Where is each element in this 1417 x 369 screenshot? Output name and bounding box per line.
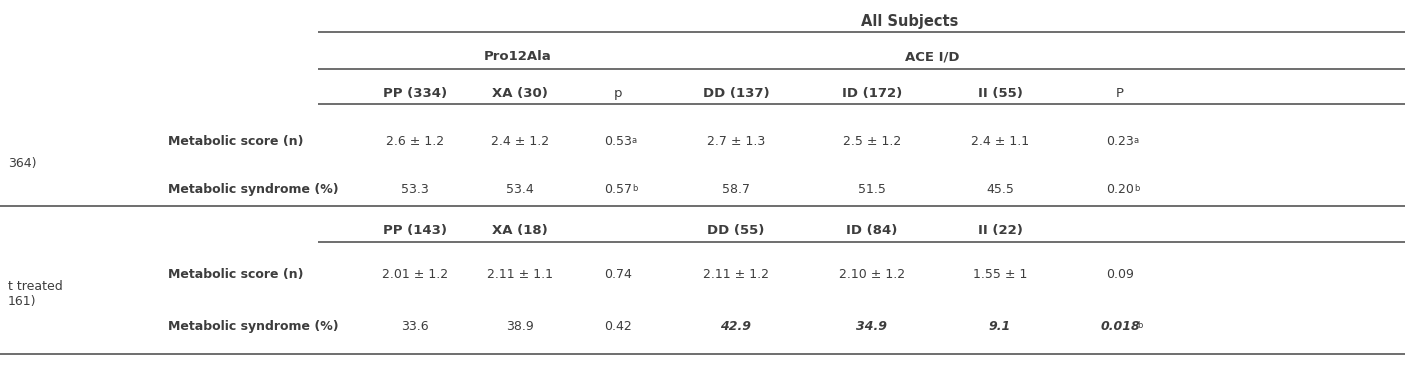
Text: ID (172): ID (172): [842, 87, 903, 100]
Text: DD (137): DD (137): [703, 87, 769, 100]
Text: 0.09: 0.09: [1107, 268, 1134, 281]
Text: 0.018: 0.018: [1100, 320, 1139, 333]
Text: a: a: [1134, 136, 1139, 145]
Text: 9.1: 9.1: [989, 320, 1012, 333]
Text: Metabolic syndrome (%): Metabolic syndrome (%): [169, 183, 339, 196]
Text: 53.3: 53.3: [401, 183, 429, 196]
Text: a: a: [632, 136, 636, 145]
Text: All Subjects: All Subjects: [862, 14, 959, 29]
Text: 2.10 ± 1.2: 2.10 ± 1.2: [839, 268, 905, 281]
Text: 2.11 ± 1.1: 2.11 ± 1.1: [487, 268, 553, 281]
Text: 45.5: 45.5: [986, 183, 1015, 196]
Text: ACE I/D: ACE I/D: [904, 50, 959, 63]
Text: PP (143): PP (143): [383, 224, 446, 237]
Text: 1.55 ± 1: 1.55 ± 1: [973, 268, 1027, 281]
Text: 33.6: 33.6: [401, 320, 429, 333]
Text: t treated: t treated: [9, 280, 62, 293]
Text: 2.4 ± 1.2: 2.4 ± 1.2: [490, 135, 548, 148]
Text: 0.57: 0.57: [604, 183, 632, 196]
Text: PP (334): PP (334): [383, 87, 446, 100]
Text: 0.20: 0.20: [1107, 183, 1134, 196]
Text: Metabolic syndrome (%): Metabolic syndrome (%): [169, 320, 339, 333]
Text: Pro12Ala: Pro12Ala: [483, 50, 551, 63]
Text: 2.5 ± 1.2: 2.5 ± 1.2: [843, 135, 901, 148]
Text: 51.5: 51.5: [859, 183, 886, 196]
Text: b: b: [1134, 184, 1139, 193]
Text: 38.9: 38.9: [506, 320, 534, 333]
Text: 0.74: 0.74: [604, 268, 632, 281]
Text: P: P: [1117, 87, 1124, 100]
Text: ID (84): ID (84): [846, 224, 898, 237]
Text: b: b: [632, 184, 638, 193]
Text: Metabolic score (n): Metabolic score (n): [169, 268, 303, 281]
Text: 58.7: 58.7: [723, 183, 750, 196]
Text: b: b: [1136, 321, 1142, 330]
Text: p: p: [614, 87, 622, 100]
Text: 2.01 ± 1.2: 2.01 ± 1.2: [383, 268, 448, 281]
Text: 0.42: 0.42: [604, 320, 632, 333]
Text: DD (55): DD (55): [707, 224, 765, 237]
Text: 34.9: 34.9: [856, 320, 887, 333]
Text: 2.7 ± 1.3: 2.7 ± 1.3: [707, 135, 765, 148]
Text: 2.11 ± 1.2: 2.11 ± 1.2: [703, 268, 769, 281]
Text: 161): 161): [9, 296, 37, 308]
Text: 2.6 ± 1.2: 2.6 ± 1.2: [385, 135, 444, 148]
Text: 53.4: 53.4: [506, 183, 534, 196]
Text: 0.23: 0.23: [1107, 135, 1134, 148]
Text: 0.53: 0.53: [604, 135, 632, 148]
Text: Metabolic score (n): Metabolic score (n): [169, 135, 303, 148]
Text: XA (18): XA (18): [492, 224, 548, 237]
Text: XA (30): XA (30): [492, 87, 548, 100]
Text: 42.9: 42.9: [720, 320, 751, 333]
Text: 364): 364): [9, 156, 37, 169]
Text: 2.4 ± 1.1: 2.4 ± 1.1: [971, 135, 1029, 148]
Text: II (55): II (55): [978, 87, 1023, 100]
Text: II (22): II (22): [978, 224, 1023, 237]
